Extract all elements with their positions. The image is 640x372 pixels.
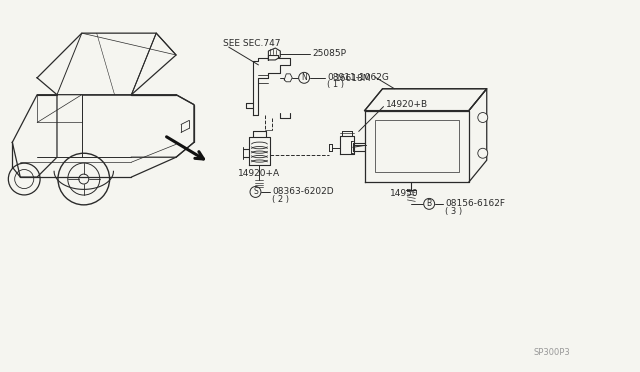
Circle shape [424, 198, 435, 209]
Text: B: B [427, 199, 432, 208]
Text: 16618M: 16618M [335, 74, 371, 83]
Text: ( 2 ): ( 2 ) [273, 195, 289, 204]
Text: 08156-6162F: 08156-6162F [445, 199, 505, 208]
Text: N: N [301, 73, 307, 82]
Text: 14950: 14950 [390, 189, 418, 198]
Circle shape [478, 148, 488, 158]
Text: 08363-6202D: 08363-6202D [273, 187, 334, 196]
Circle shape [299, 73, 310, 83]
Text: ( 1 ): ( 1 ) [327, 80, 344, 89]
Text: ( 3 ): ( 3 ) [445, 207, 462, 216]
Text: 08911-1062G: 08911-1062G [327, 73, 389, 82]
Text: S: S [253, 187, 258, 196]
Text: 14920+A: 14920+A [238, 169, 280, 177]
Text: SP300P3: SP300P3 [533, 348, 570, 357]
Circle shape [8, 163, 40, 195]
Circle shape [478, 113, 488, 122]
Text: 14920+B: 14920+B [385, 100, 428, 109]
Circle shape [250, 186, 261, 198]
Text: SEE SEC.747: SEE SEC.747 [223, 39, 280, 48]
Text: 25085P: 25085P [312, 49, 346, 58]
